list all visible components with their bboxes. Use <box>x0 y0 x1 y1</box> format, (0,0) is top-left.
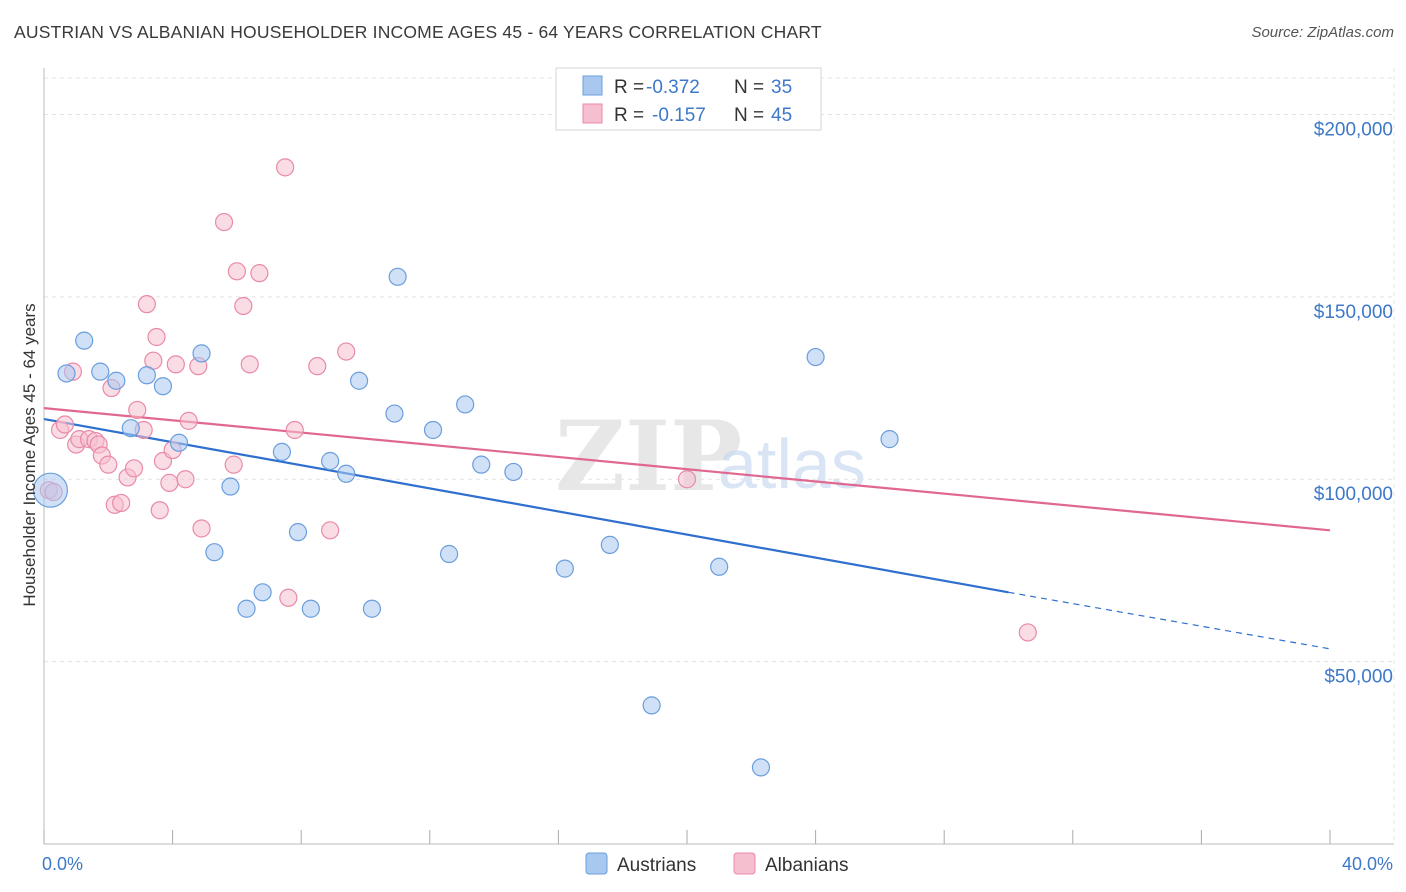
austrian-point <box>362 599 382 618</box>
correlation-legend: R = -0.372 N = 35 R = -0.157 N = 45 <box>555 67 822 131</box>
albanian-point <box>55 415 74 434</box>
legend-n-label: N = <box>734 105 764 126</box>
albanian-point <box>240 355 259 374</box>
albanian-point <box>150 501 169 520</box>
legend-swatch-albanians <box>733 852 756 875</box>
austrian-point <box>272 442 292 461</box>
data-points <box>32 158 1037 777</box>
series-legend: Austrians Albanians <box>585 852 848 876</box>
austrian-point <box>504 462 523 482</box>
albanian-point <box>1018 623 1037 642</box>
y-tick-label: $200,000 <box>1314 119 1393 140</box>
austrian-point <box>880 430 899 449</box>
albanian-point <box>160 473 179 492</box>
austrian-point <box>321 451 340 471</box>
austrian-point <box>169 433 189 452</box>
austrian-point <box>75 331 94 350</box>
x-tick-label: 40.0% <box>1342 854 1393 874</box>
albanian-point <box>112 493 131 513</box>
y-tick-label: $150,000 <box>1314 302 1393 323</box>
y-tick-label: $100,000 <box>1314 484 1393 505</box>
austrian-point <box>221 477 240 496</box>
austrian-point <box>472 455 491 474</box>
albanian-point <box>677 470 697 489</box>
albanian-point <box>224 455 243 474</box>
austrians-trendline-extension <box>1008 591 1331 650</box>
austrian-point <box>555 559 574 578</box>
albanians-trendline <box>43 407 1331 532</box>
legend-r-label: R = <box>614 105 644 126</box>
albanian-point <box>234 296 253 316</box>
austrian-point <box>253 583 272 602</box>
source-credit: Source: ZipAtlas.com <box>1251 24 1394 41</box>
austrian-point <box>710 557 729 576</box>
austrian-point <box>153 377 173 396</box>
trendlines <box>43 407 1331 650</box>
austrian-point <box>642 696 661 715</box>
albanian-point <box>227 262 246 281</box>
albanian-point <box>214 212 234 232</box>
albanian-point <box>176 470 195 489</box>
albanian-point <box>279 588 298 607</box>
x-tick-labels: 0.0% 40.0% <box>42 854 1393 874</box>
albanian-point <box>147 327 166 347</box>
albanian-point <box>250 264 269 283</box>
albanian-point <box>99 455 118 474</box>
austrian-point <box>288 523 308 542</box>
y-axis-label: Householder Income Ages 45 - 64 years <box>20 303 39 606</box>
legend-swatch-austrians <box>585 852 608 875</box>
axes <box>43 68 1394 845</box>
albanian-point <box>337 342 356 361</box>
austrian-point <box>192 344 211 363</box>
albanian-point <box>166 355 185 374</box>
austrian-point <box>385 404 404 423</box>
albanian-point <box>285 420 304 440</box>
legend-n-value: 35 <box>771 77 792 98</box>
austrian-point <box>237 599 256 618</box>
austrians-trendline <box>43 417 1009 594</box>
austrian-point <box>439 544 459 564</box>
legend-n-value: 45 <box>771 105 792 126</box>
legend-swatch-albanians <box>582 103 603 124</box>
austrian-point <box>423 420 443 440</box>
legend-swatch-austrians <box>582 75 603 96</box>
austrian-point <box>751 758 771 777</box>
legend-r-label: R = <box>614 77 644 98</box>
x-tick-label: 0.0% <box>42 854 83 874</box>
austrian-point <box>388 267 407 286</box>
albanian-point <box>192 519 211 538</box>
chart-title: AUSTRIAN VS ALBANIAN HOUSEHOLDER INCOME … <box>14 22 822 42</box>
albanian-point <box>137 295 156 314</box>
albanian-point <box>128 400 147 420</box>
legend-r-value: -0.372 <box>646 77 700 98</box>
legend-label-austrians: Austrians <box>617 855 696 876</box>
austrian-point <box>456 395 475 414</box>
albanian-point <box>308 357 327 376</box>
austrian-point <box>91 362 110 381</box>
legend-r-value: -0.157 <box>652 105 706 126</box>
austrian-point <box>301 599 320 618</box>
austrian-point <box>137 366 156 385</box>
albanian-point <box>276 158 295 177</box>
austrian-point <box>121 419 140 438</box>
albanian-point <box>124 459 144 478</box>
albanian-point <box>321 521 340 540</box>
austrian-point <box>57 364 76 383</box>
y-tick-label: $50,000 <box>1324 667 1393 688</box>
austrian-point <box>32 472 69 508</box>
watermark-zip: ZIP <box>555 400 742 513</box>
austrian-point <box>349 371 369 390</box>
legend-n-label: N = <box>734 77 764 98</box>
austrian-point <box>205 543 224 562</box>
austrian-point <box>337 464 356 483</box>
austrian-point <box>107 371 126 390</box>
legend-label-albanians: Albanians <box>765 855 848 876</box>
y-tick-labels: $50,000 $100,000 $150,000 $200,000 <box>1314 119 1393 687</box>
albanian-point <box>179 411 198 430</box>
austrian-point <box>600 535 619 554</box>
austrian-point <box>806 347 825 367</box>
watermark-atlas: atlas <box>718 425 866 503</box>
